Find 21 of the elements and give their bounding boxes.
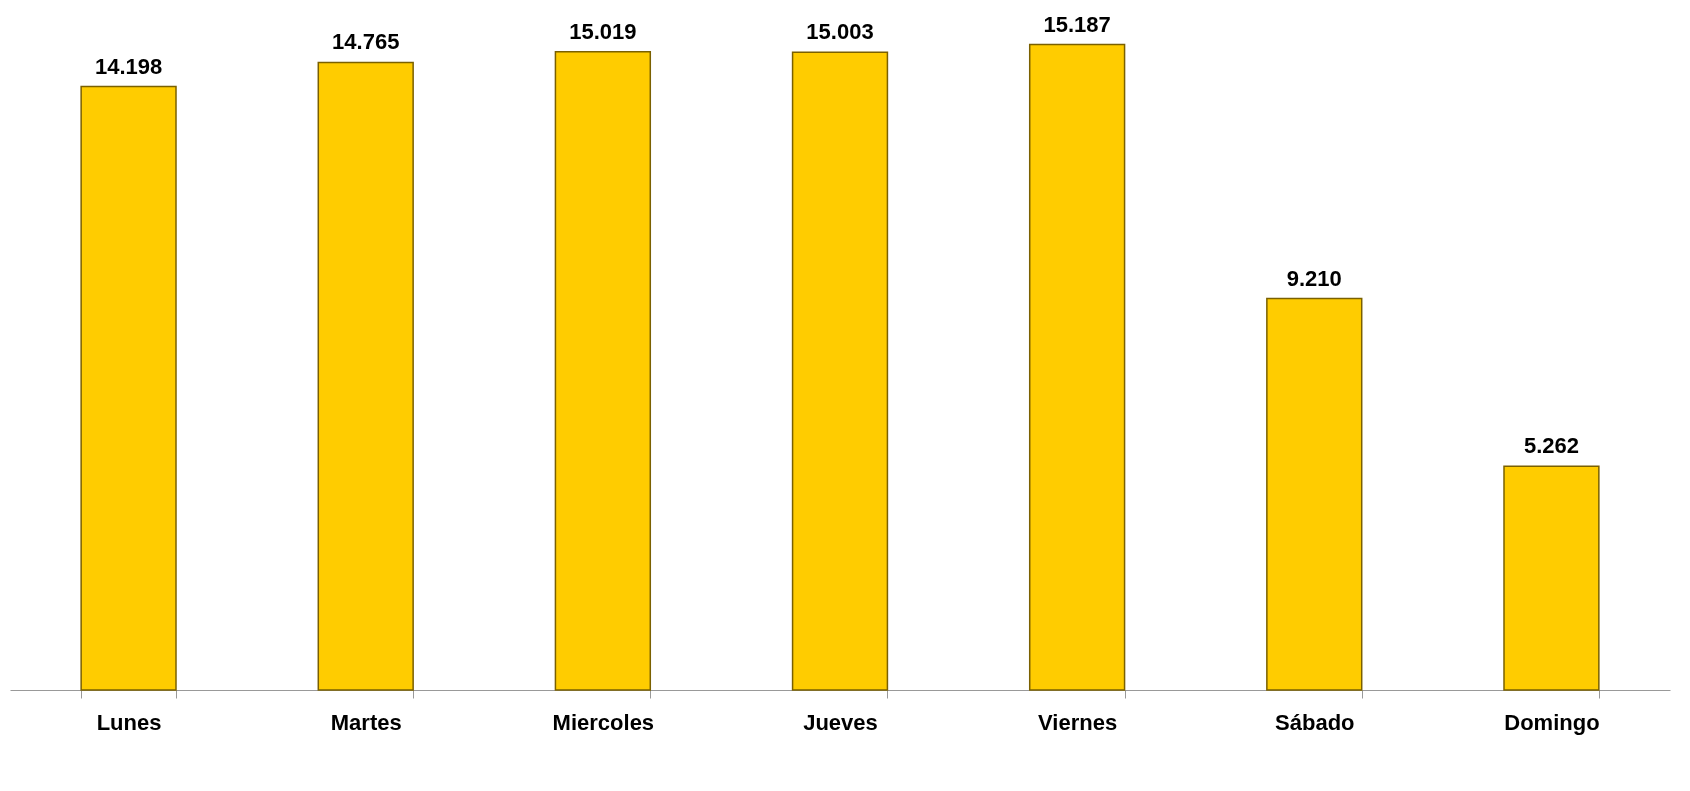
bar	[1266, 297, 1363, 691]
data-label: 15.019	[569, 18, 637, 44]
bar	[1028, 43, 1126, 691]
bar	[1503, 465, 1600, 691]
x-tick-label: Martes	[330, 709, 402, 735]
data-label: 15.187	[1043, 11, 1111, 37]
bar	[554, 50, 652, 691]
data-label: 5.262	[1523, 433, 1579, 459]
data-label: 9.210	[1286, 265, 1342, 291]
x-tick-label: Viernes	[1038, 709, 1118, 735]
x-tick-label: Jueves	[803, 709, 878, 735]
bar	[791, 51, 889, 691]
data-label: 15.003	[806, 19, 874, 45]
data-label: 14.765	[332, 29, 400, 55]
x-tick-label: Sábado	[1275, 709, 1355, 735]
bar	[80, 85, 177, 691]
x-tick-label: Miercoles	[552, 709, 655, 735]
bar	[317, 61, 414, 691]
x-tick-label: Lunes	[96, 709, 162, 735]
x-tick-label: Domingo	[1504, 709, 1600, 735]
data-label: 14.198	[94, 53, 163, 79]
